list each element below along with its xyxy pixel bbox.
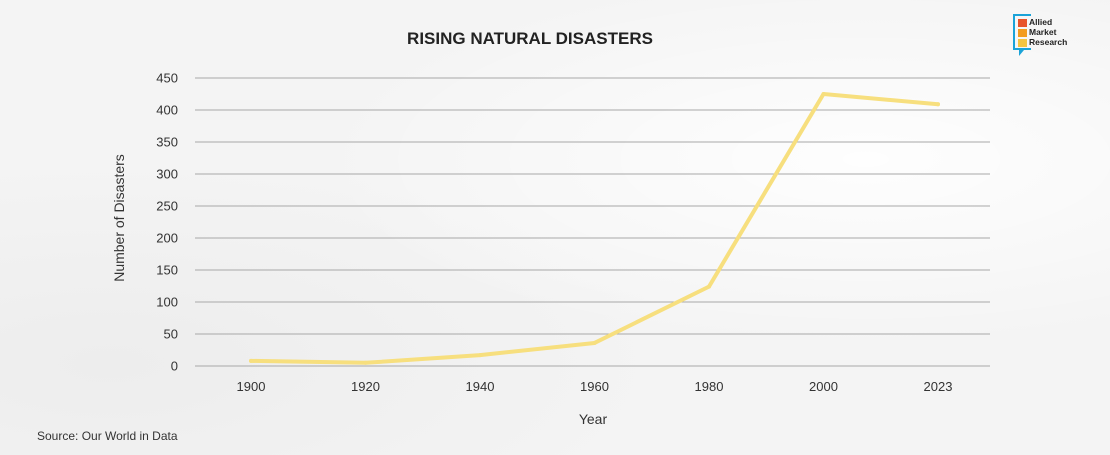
y-tick-label: 450 [156,71,178,86]
data-point-2000 [821,92,826,96]
logo-text-line-1: Allied [1029,17,1053,27]
x-tick-label: 2000 [809,379,838,394]
y-tick-label: 200 [156,231,178,246]
data-point-1980 [707,284,711,289]
x-tick-label: 2023 [924,379,953,394]
y-tick-label: 350 [156,135,178,150]
x-tick-label: 1940 [466,379,495,394]
chart-title: RISING NATURAL DISASTERS [407,29,653,48]
logo-square-orange [1018,29,1027,37]
y-tick-labels: 0 50 100 150 200 250 300 350 400 450 [156,71,178,374]
series-line-0 [249,92,940,365]
y-tick-label: 0 [171,359,178,374]
source-note: Source: Our World in Data [37,429,178,443]
x-tick-labels: 1900 1920 1940 1960 1980 2000 2023 [237,379,953,394]
x-tick-label: 1920 [351,379,380,394]
x-tick-label: 1960 [580,379,609,394]
y-tick-label: 300 [156,167,178,182]
data-point-2023 [936,102,940,107]
data-point-1960 [592,340,597,345]
y-tick-label: 150 [156,263,178,278]
y-tick-label: 50 [164,327,178,342]
x-axis-label: Year [579,411,608,427]
y-axis-label: Number of Disasters [111,154,127,282]
series-group [249,92,940,365]
data-point-1900 [249,358,253,363]
x-tick-label: 1980 [695,379,724,394]
logo-frame [1013,14,1031,50]
logo-square-red [1018,19,1027,27]
data-point-1920 [363,360,368,365]
allied-market-research-logo: Allied Market Research [1013,14,1093,60]
y-tick-label: 250 [156,199,178,214]
logo-square-yellow [1018,39,1027,47]
y-tick-label: 400 [156,103,178,118]
data-point-1940 [478,353,482,358]
logo-text-line-2: Market [1029,27,1057,37]
x-tick-label: 1900 [237,379,266,394]
logo-speech-tail [1019,50,1024,56]
gridlines [195,77,990,367]
logo-text-line-3: Research [1029,37,1068,47]
y-tick-label: 100 [156,295,178,310]
